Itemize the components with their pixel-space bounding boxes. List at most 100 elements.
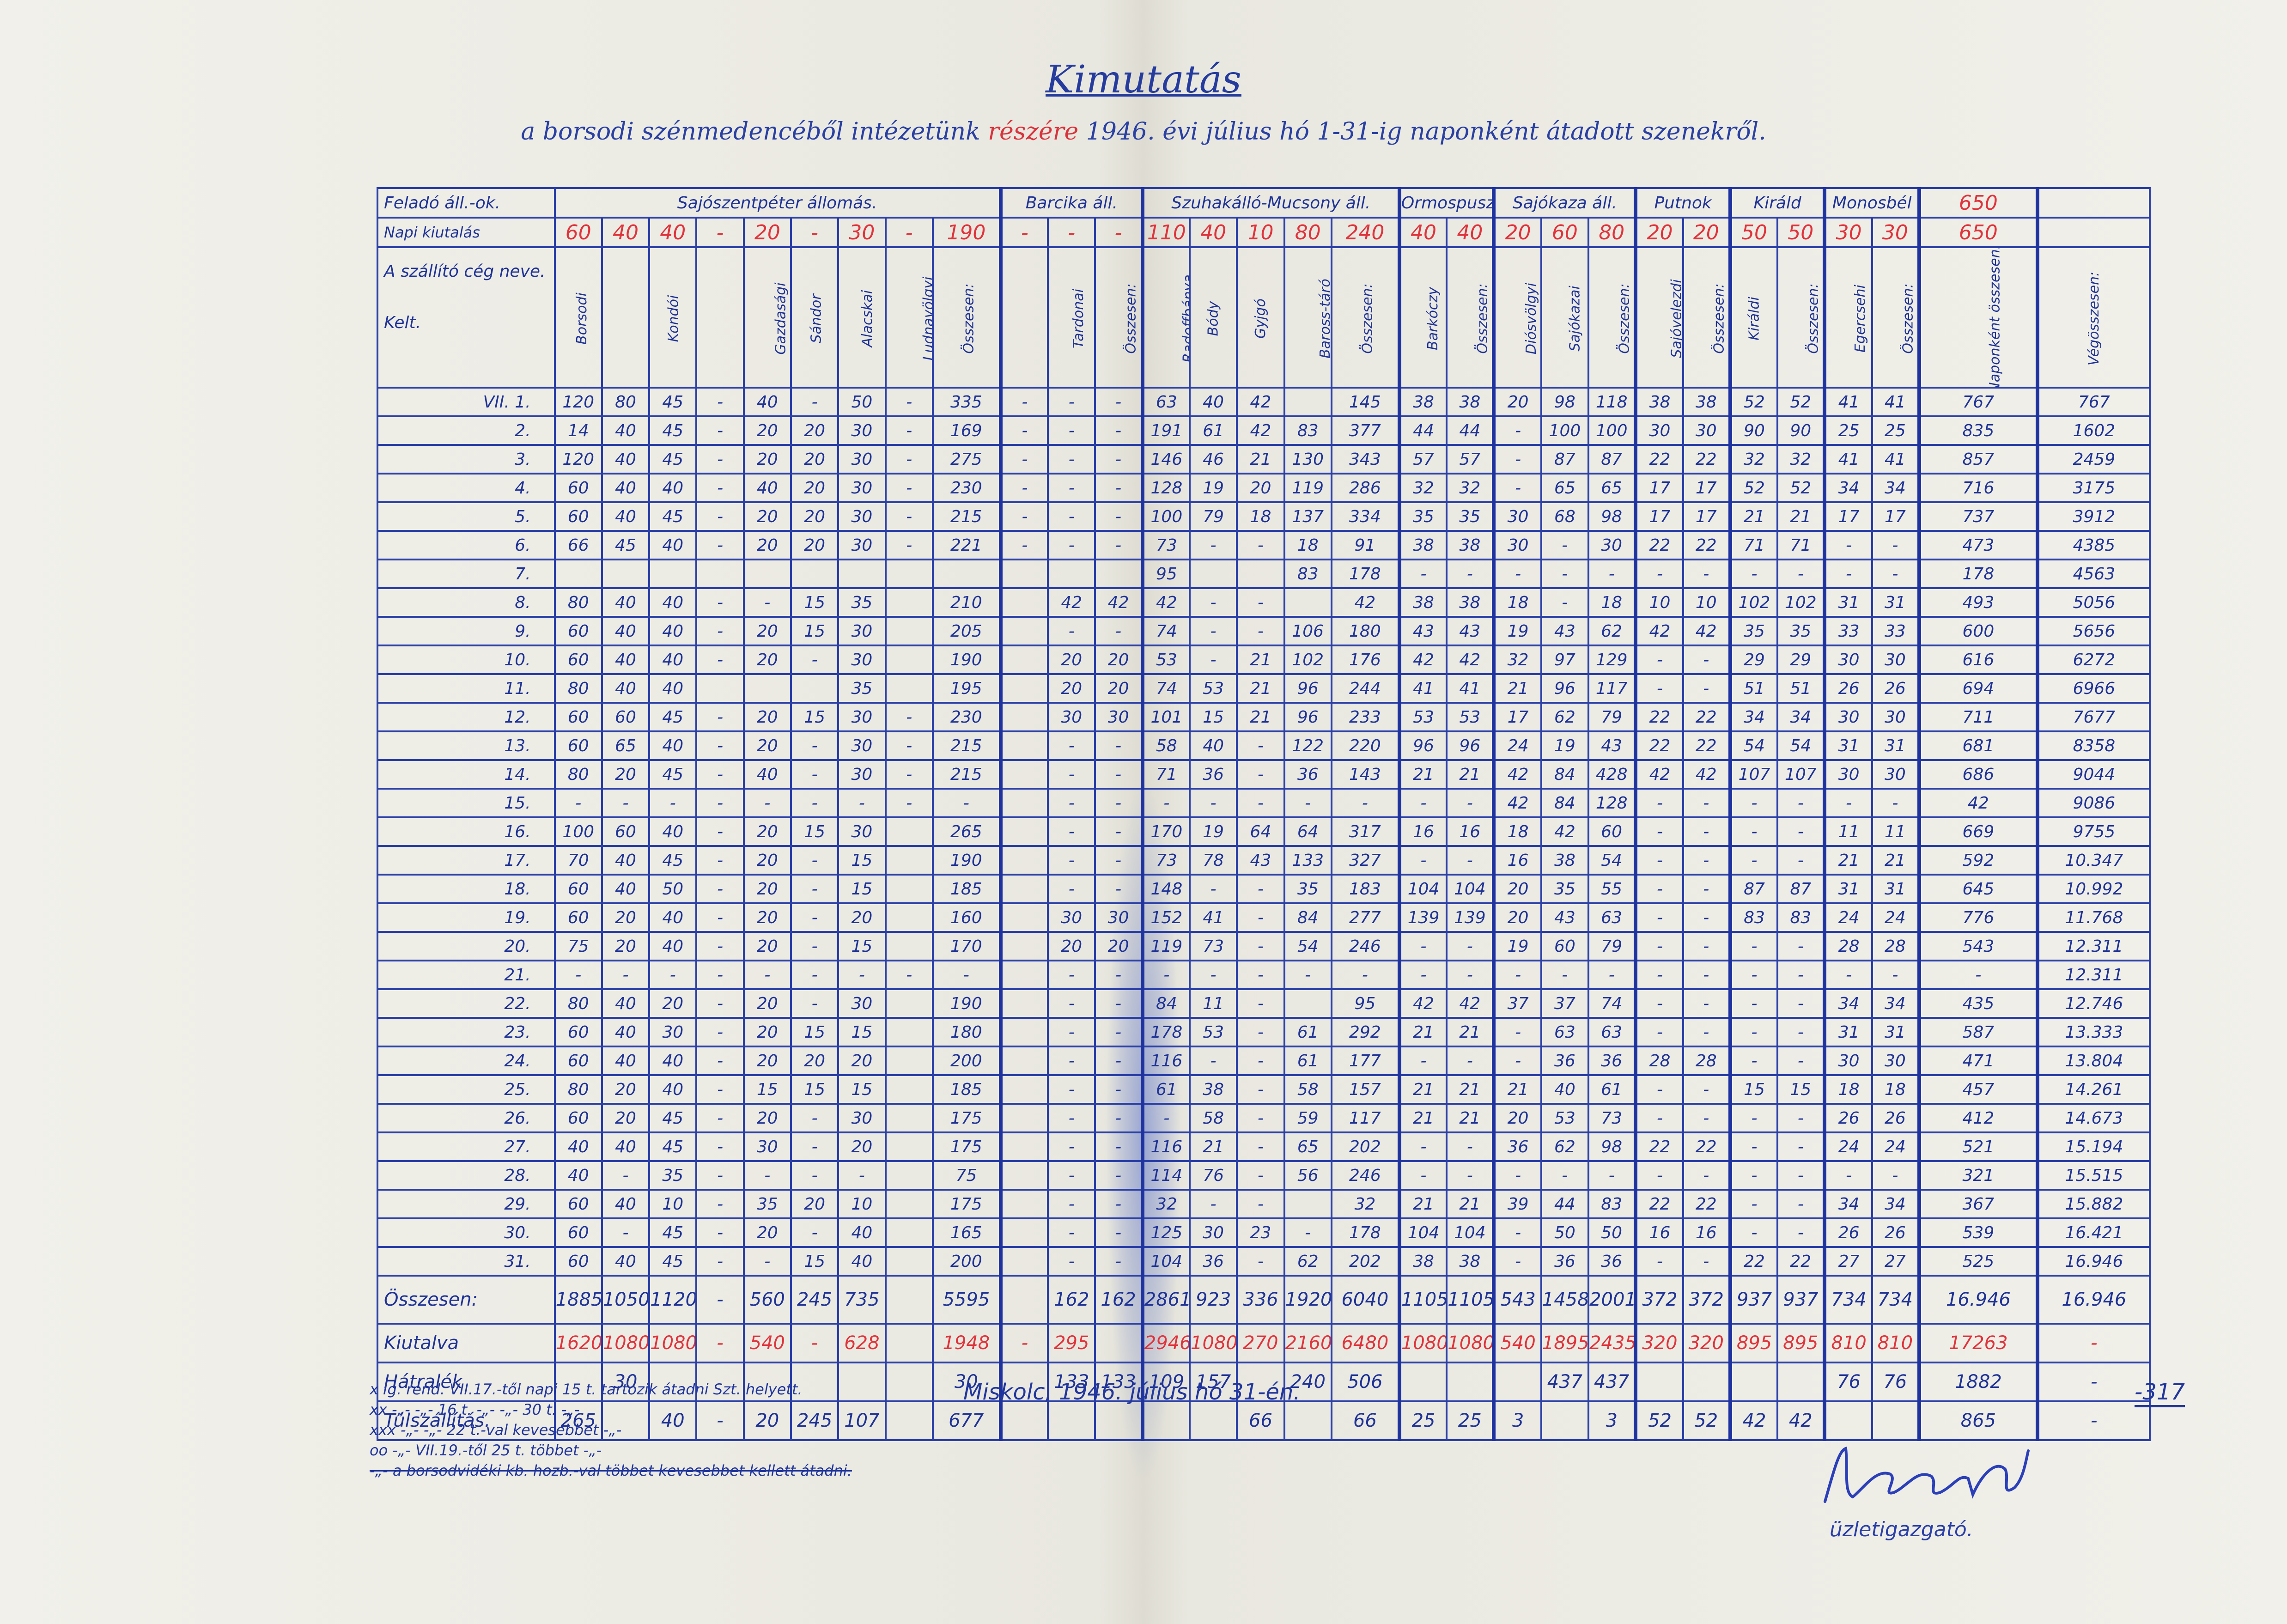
table-cell: 80	[601, 387, 651, 417]
table-cell: -	[1397, 788, 1448, 818]
table-cell: 25	[1871, 415, 1921, 446]
table-cell: 34	[1823, 988, 1873, 1019]
table-cell: 12.311	[2035, 931, 2151, 961]
table-cell	[648, 1362, 698, 1402]
table-cell: 15	[1776, 1074, 1826, 1105]
table-cell: 24	[1823, 1131, 1873, 1162]
table-cell: -	[1634, 931, 1684, 961]
table-cell: 38	[1397, 530, 1448, 560]
table-cell: 104	[1397, 874, 1448, 904]
table-cell: 521	[1917, 1131, 2038, 1162]
quota-label: Napi kiutalás	[377, 217, 556, 248]
table-cell: 80	[554, 759, 603, 790]
table-cell: -	[1047, 616, 1096, 646]
table-cell: -	[695, 902, 745, 933]
table-cell	[998, 673, 1049, 704]
table-cell: 245	[790, 1400, 839, 1441]
day-row: 31. 60 40 45- -15 40 200- -104 36-62 202 38 38-36 36…	[377, 1246, 2151, 1277]
table-cell: 175	[931, 1103, 1002, 1133]
table-cell: 428	[1588, 759, 1637, 790]
table-cell: -	[998, 1323, 1049, 1363]
table-cell: -	[554, 788, 603, 818]
table-cell: 645	[1917, 874, 2038, 904]
column-header: Sándor	[790, 246, 839, 389]
table-cell: 30	[931, 1362, 1002, 1402]
table-cell: 40	[601, 444, 651, 474]
table-cell: 336	[1236, 1275, 1285, 1325]
table-cell	[790, 1362, 839, 1402]
table-cell	[884, 645, 934, 675]
table-cell: 195	[931, 673, 1002, 704]
table-cell: -	[695, 1323, 745, 1363]
table-cell: 18	[1823, 1074, 1873, 1105]
table-cell: 38	[1682, 387, 1731, 417]
table-cell: -	[1397, 1046, 1448, 1076]
table-cell	[998, 645, 1049, 675]
table-cell: 98	[1588, 501, 1637, 532]
table-cell: 60	[601, 816, 651, 847]
table-cell: 117	[1330, 1103, 1400, 1133]
table-cell: 119	[1140, 931, 1191, 961]
table-cell	[884, 931, 934, 961]
column-header: Borsodi	[554, 246, 603, 389]
table-cell: 40	[1189, 387, 1238, 417]
table-cell: -	[1588, 559, 1637, 589]
table-cell: -	[1776, 960, 1826, 990]
table-cell: -	[1728, 960, 1779, 990]
table-cell: 40	[648, 530, 698, 560]
table-cell: 20	[1492, 387, 1542, 417]
table-cell: 3	[1492, 1400, 1542, 1441]
table-cell: 54	[1776, 730, 1826, 761]
table-cell: 5595	[931, 1275, 1002, 1325]
table-cell: -	[790, 988, 839, 1019]
table-cell: 43	[1446, 616, 1495, 646]
table-cell: -	[695, 1046, 745, 1076]
table-cell: 6040	[1330, 1275, 1400, 1325]
table-cell: 20	[1236, 473, 1285, 503]
table-cell: 210	[931, 587, 1002, 618]
table-cell: 62	[1588, 616, 1637, 646]
table-cell: 119	[1283, 473, 1332, 503]
table-cell: 26	[1871, 1103, 1921, 1133]
table-cell	[554, 1362, 603, 1402]
table-cell	[837, 1362, 887, 1402]
table-cell: -	[1776, 816, 1826, 847]
table-cell: 40	[601, 1246, 651, 1277]
table-cell: 9086	[2035, 788, 2151, 818]
table-cell: 34	[1871, 1189, 1921, 1219]
table-cell: 30	[1823, 645, 1873, 675]
table-cell: -	[1047, 444, 1096, 474]
table-cell: 16.946	[2035, 1275, 2151, 1325]
table-cell: 275	[931, 444, 1002, 474]
table-cell	[1140, 1400, 1191, 1441]
table-cell: 42	[1236, 415, 1285, 446]
table-cell: 937	[1728, 1275, 1779, 1325]
table-cell: -	[695, 473, 745, 503]
table-cell: 63	[1588, 1017, 1637, 1047]
table-cell: 22	[1682, 444, 1731, 474]
table-cell: -	[1634, 673, 1684, 704]
table-cell: 200	[931, 1046, 1002, 1076]
table-cell: 493	[1917, 587, 2038, 618]
table-cell: -	[1492, 1017, 1542, 1047]
table-cell: 20	[1492, 874, 1542, 904]
table-cell: -	[1283, 788, 1332, 818]
table-cell: -	[648, 960, 698, 990]
table-cell: -	[1236, 988, 1285, 1019]
day-row: 29. 60 40 10-35 20 10 175- -32- -32 21 21 39 44 83 22 2…	[377, 1189, 2151, 1219]
table-cell: 539	[1917, 1217, 2038, 1248]
table-cell: 31	[1871, 587, 1921, 618]
totals-row-label: Összesen:	[377, 1275, 556, 1325]
table-cell: 233	[1330, 702, 1400, 732]
table-cell: -	[1634, 559, 1684, 589]
table-cell: 76	[1189, 1160, 1238, 1191]
table-cell: 30	[1871, 702, 1921, 732]
table-cell: -	[790, 1131, 839, 1162]
table-cell: -	[1634, 1160, 1684, 1191]
table-cell: 40	[648, 931, 698, 961]
table-cell: 17	[1682, 473, 1731, 503]
table-cell: 28	[1823, 931, 1873, 961]
table-cell: 28	[1682, 1046, 1731, 1076]
table-cell: 1885	[554, 1275, 603, 1325]
table-cell: -	[1047, 1160, 1096, 1191]
